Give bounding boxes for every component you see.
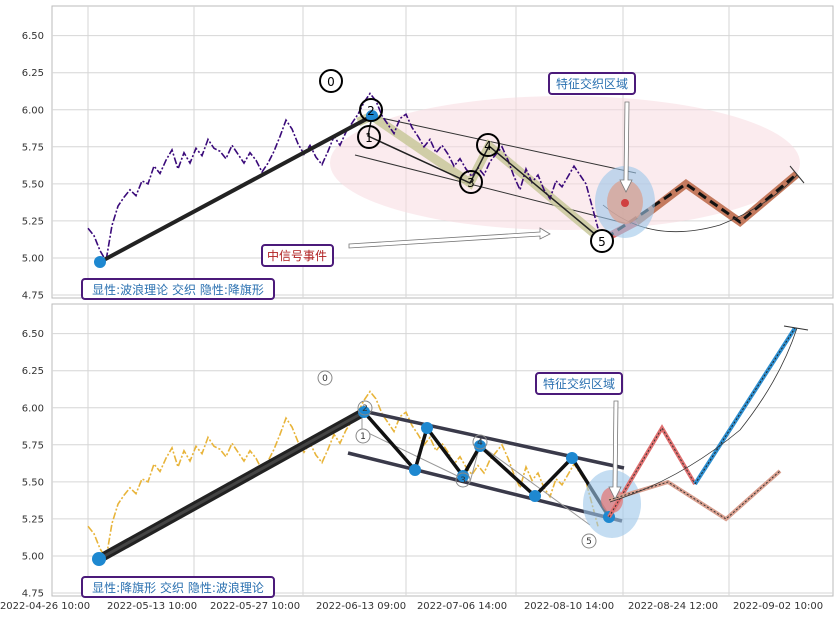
top-zone-annotation-box	[548, 72, 636, 95]
bottom-wave-label-5-text: 5	[586, 537, 592, 547]
top-y-tick-1: 5.00	[22, 253, 44, 264]
top-channel-lower	[354, 154, 633, 226]
bottom-channel-upper	[362, 409, 625, 470]
x-tick-labels: 2022-04-26 10:00 2022-05-13 10:00 2022-05-…	[0, 601, 823, 612]
bottom-point-d	[474, 440, 486, 452]
bottom-point-start	[92, 552, 106, 566]
bottom-point-e	[529, 490, 541, 502]
top-wave-labels: 0 2 1 4 3 5	[319, 69, 614, 253]
top-pattern-ellipse	[330, 96, 800, 230]
top-y-tick-5: 6.00	[22, 105, 44, 116]
bottom-wave-label-3-text: 3	[460, 476, 466, 486]
bottom-y-tick-2: 5.25	[22, 514, 44, 525]
bottom-wave-label-0-text: 0	[322, 374, 328, 384]
top-channel-upper	[371, 115, 637, 174]
bottom-y-tick-labels: 4.75 5.00 5.25 5.50 5.75 6.00 6.25 6.50	[22, 329, 44, 599]
top-projection-end-tick	[789, 165, 805, 184]
top-signal-annotation-text: 中信号事件	[267, 248, 327, 263]
top-wave-label-1	[357, 125, 381, 149]
x-tick-3: 2022-06-13 09:00	[316, 601, 406, 612]
x-tick-7: 2022-09-02 10:00	[733, 601, 823, 612]
bottom-y-tick-1: 5.00	[22, 551, 44, 562]
top-signal-arrow	[348, 227, 551, 249]
top-wave-0-2-segment	[99, 114, 373, 264]
top-caption-box	[81, 278, 275, 300]
bottom-flag-zigzag	[362, 410, 611, 518]
top-y-tick-7: 6.50	[22, 31, 44, 42]
x-tick-5: 2022-08-10 14:00	[524, 601, 614, 612]
top-wave-label-4	[476, 133, 500, 157]
bottom-projection-red	[607, 424, 697, 519]
bottom-wave-label-4-text: 4	[477, 438, 483, 448]
top-y-tick-4: 5.75	[22, 142, 44, 153]
top-zone-annotation-text: 特征交织区域	[556, 76, 628, 91]
top-zone-center	[621, 199, 629, 207]
top-y-tick-3: 5.50	[22, 179, 44, 190]
top-y-tick-6: 6.25	[22, 68, 44, 79]
top-y-tick-0: 4.75	[22, 291, 44, 302]
bottom-wave-label-2	[357, 400, 373, 416]
top-wave-label-3-text: 3	[467, 176, 475, 190]
bottom-y-tick-6: 6.25	[22, 366, 44, 377]
bottom-wave-label-1-text: 1	[360, 432, 366, 442]
bottom-point-c	[457, 470, 469, 482]
x-tick-0: 2022-04-26 10:00	[0, 601, 90, 612]
top-signal-annotation-box	[261, 244, 334, 267]
top-wave-label-0	[319, 69, 343, 93]
top-wave-label-1-text: 1	[365, 131, 373, 145]
x-tick-2: 2022-05-27 10:00	[210, 601, 300, 612]
top-zone-arrow	[619, 101, 633, 193]
bottom-y-tick-7: 6.50	[22, 329, 44, 340]
bottom-point-b	[421, 422, 433, 434]
bottom-y-tick-4: 5.75	[22, 440, 44, 451]
top-wave-label-5	[590, 229, 614, 253]
x-tick-6: 2022-08-24 12:00	[628, 601, 718, 612]
top-wave-point-2	[366, 110, 378, 122]
bottom-zigzag-points	[92, 406, 578, 566]
bottom-wave-0-2-segment	[98, 410, 365, 561]
bottom-y-tick-3: 5.50	[22, 477, 44, 488]
bottom-point-f	[566, 452, 578, 464]
bottom-projection-end-tick	[783, 325, 809, 331]
bottom-price-line	[87, 390, 599, 562]
x-tick-4: 2022-07-06 14:00	[417, 601, 507, 612]
bottom-wave-label-0	[317, 370, 333, 386]
bottom-wave-labels: 0 2 1 4 3 5	[317, 370, 597, 549]
top-wave-label-0-text: 0	[327, 75, 335, 89]
bottom-projection-brown-core	[608, 470, 781, 520]
bottom-channel-lower	[347, 451, 623, 523]
bottom-zone-annotation-box	[535, 372, 623, 395]
bottom-projection-arc	[609, 327, 798, 503]
bottom-caption-text: 显性:降旗形 交织 隐性:波浪理论	[92, 580, 264, 595]
bottom-wave-label-2-text: 2	[362, 404, 368, 414]
bottom-y-tick-0: 4.75	[22, 589, 44, 600]
x-tick-1: 2022-05-13 10:00	[107, 601, 197, 612]
bottom-wave-label-3	[455, 472, 471, 488]
bottom-zone-arrow	[608, 400, 622, 500]
top-y-tick-2: 5.25	[22, 216, 44, 227]
top-wave-label-5-text: 5	[598, 235, 606, 249]
bottom-zone-annotation-text: 特征交织区域	[543, 376, 615, 391]
bottom-caption-box	[81, 576, 275, 598]
top-wave-label-3	[459, 170, 483, 194]
top-caption-text: 显性:波浪理论 交织 隐性:降旗形	[92, 282, 264, 297]
bottom-wave-label-4	[472, 434, 488, 450]
bottom-y-tick-5: 6.00	[22, 403, 44, 414]
top-wave-structure	[367, 115, 603, 241]
top-price-line	[87, 92, 599, 264]
bottom-point-a	[409, 464, 421, 476]
top-wave-label-2-text: 2	[367, 104, 375, 118]
bottom-wave-label-1	[355, 428, 371, 444]
top-y-tick-labels: 4.75 5.00 5.25 5.50 5.75 6.00 6.25 6.50	[22, 31, 44, 301]
top-wave-label-4-text: 4	[484, 139, 492, 153]
bottom-wave-label-5	[581, 533, 597, 549]
bottom-gridlines	[52, 304, 833, 596]
top-wave-point-start	[94, 256, 106, 268]
top-wave-label-2	[359, 98, 383, 122]
bottom-projection-blue-core	[694, 327, 796, 485]
